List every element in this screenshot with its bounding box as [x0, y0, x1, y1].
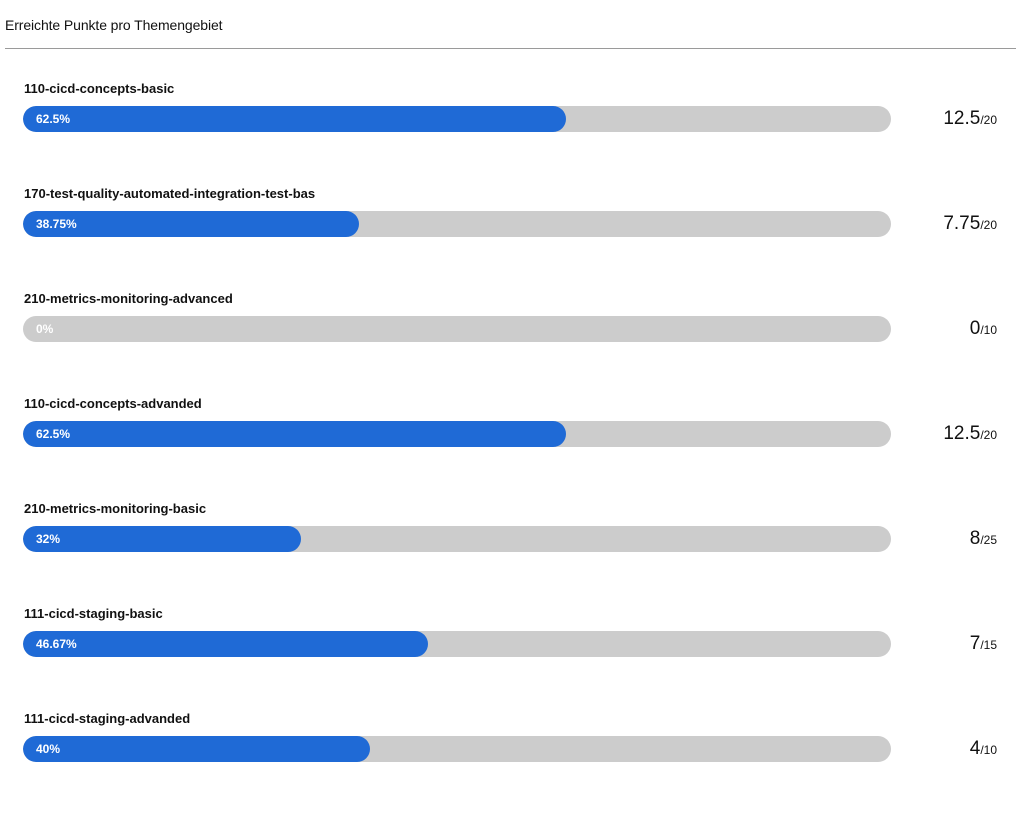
score: 7.75/20 [943, 213, 997, 235]
progress-track: 32% [23, 526, 891, 552]
topic-name: 110-cicd-concepts-basic [24, 81, 175, 96]
score-value: 8 [969, 528, 981, 549]
score-value: 12.5 [943, 423, 981, 444]
progress-fill [23, 736, 371, 762]
percent-label: 32% [36, 532, 61, 546]
progress-track: 62.5% [23, 421, 891, 447]
score: 7/15 [970, 633, 997, 655]
progress-track: 46.67% [23, 631, 891, 657]
progress-track: 0% [23, 316, 891, 342]
topic-name: 111-cicd-staging-basic [24, 606, 163, 621]
progress-fill [23, 106, 566, 132]
topic-name: 111-cicd-staging-advanded [24, 711, 191, 726]
topic-row: 110-cicd-concepts-advanded 62.5% 12.5/20 [0, 396, 1023, 486]
score-value: 7 [969, 633, 981, 654]
page-title: Erreichte Punkte pro Themengebiet [5, 17, 223, 33]
topic-name: 110-cicd-concepts-advanded [24, 396, 202, 411]
topic-name: 210-metrics-monitoring-advanced [24, 291, 233, 306]
percent-label: 0% [36, 322, 54, 336]
topic-row: 210-metrics-monitoring-advanced 0% 0/10 [0, 291, 1023, 381]
progress-fill [23, 421, 566, 447]
score-value: 12.5 [943, 108, 981, 129]
score-max: /10 [980, 323, 997, 337]
topic-row: 170-test-quality-automated-integration-t… [0, 186, 1023, 276]
score-max: /20 [980, 218, 997, 232]
score-max: /15 [980, 638, 997, 652]
percent-label: 62.5% [36, 427, 71, 441]
percent-label: 38.75% [36, 217, 77, 231]
progress-fill [23, 526, 301, 552]
progress-fill [23, 211, 360, 237]
score-value: 7.75 [943, 213, 981, 234]
topic-name: 210-metrics-monitoring-basic [24, 501, 207, 516]
score-value: 0 [969, 318, 981, 339]
percent-label: 62.5% [36, 112, 71, 126]
score-max: /25 [980, 533, 997, 547]
score-max: /20 [980, 113, 997, 127]
score: 12.5/20 [943, 108, 997, 130]
score: 12.5/20 [943, 423, 997, 445]
progress-track: 62.5% [23, 106, 891, 132]
progress-fill [23, 631, 429, 657]
topic-name: 170-test-quality-automated-integration-t… [24, 186, 316, 201]
score-max: /10 [980, 743, 997, 757]
progress-track: 40% [23, 736, 891, 762]
percent-label: 46.67% [36, 637, 77, 651]
topic-row: 210-metrics-monitoring-basic 32% 8/25 [0, 501, 1023, 591]
score-value: 4 [969, 738, 981, 759]
score: 4/10 [970, 738, 997, 760]
score-max: /20 [980, 428, 997, 442]
score: 8/25 [970, 528, 997, 550]
header-divider [5, 48, 1016, 49]
topic-row: 110-cicd-concepts-basic 62.5% 12.5/20 [0, 81, 1023, 171]
topic-row: 111-cicd-staging-basic 46.67% 7/15 [0, 606, 1023, 696]
topic-row: 111-cicd-staging-advanded 40% 4/10 [0, 711, 1023, 801]
progress-track: 38.75% [23, 211, 891, 237]
score: 0/10 [970, 318, 997, 340]
percent-label: 40% [36, 742, 61, 756]
